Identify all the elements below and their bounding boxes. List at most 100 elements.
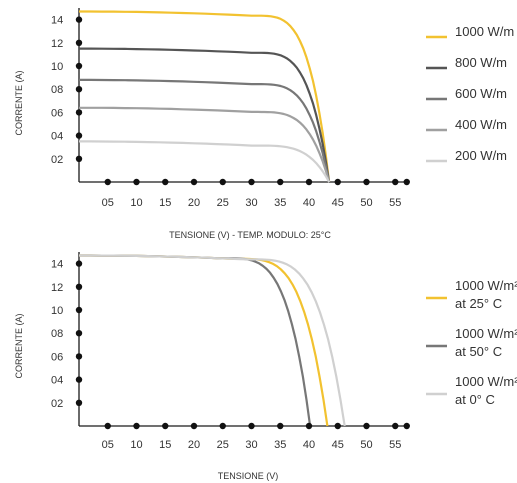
x-tick-dot	[248, 422, 255, 430]
legend-label-line1: 1000 W/m²	[455, 278, 517, 293]
y-tick-label: 06	[51, 351, 63, 363]
y-tick-label: 12	[51, 38, 63, 50]
y-tick-dot	[75, 283, 83, 290]
legend-label: 1000 W/m	[455, 24, 514, 39]
x-tick-dot	[133, 422, 140, 430]
x-tick-label: 45	[332, 197, 344, 209]
x-tick-dot	[305, 178, 313, 186]
y-tick-label: 08	[51, 328, 63, 340]
y-tick-label: 14	[51, 15, 63, 27]
x-tick-label: 55	[389, 439, 401, 451]
x-tick-label: 25	[217, 439, 229, 451]
y-tick-dot	[75, 376, 83, 383]
series-line-600-w-m	[79, 78, 331, 183]
x-tick-label: 50	[360, 197, 372, 209]
y-tick-dot	[75, 132, 83, 139]
y-tick-dot	[75, 109, 83, 116]
x-tick-label: 40	[303, 197, 315, 209]
y-tick-dot	[75, 86, 83, 93]
x-tick-label: 35	[274, 197, 286, 209]
y-tick-label: 04	[51, 375, 63, 387]
x-tick-label: 30	[245, 439, 257, 451]
y-axis-label: CORRENTE (A)	[14, 70, 24, 135]
y-tick-dot	[75, 306, 83, 314]
y-tick-dot	[75, 260, 83, 267]
x-tick-dot	[162, 422, 169, 430]
y-tick-label: 08	[51, 84, 63, 96]
series-line-800-w-m	[79, 47, 331, 183]
x-tick-dot	[104, 178, 111, 186]
x-axis-end-dot	[403, 178, 410, 186]
y-tick-label: 02	[51, 398, 63, 410]
y-tick-label: 10	[51, 305, 63, 317]
y-tick-dot	[75, 39, 83, 46]
x-tick-dot	[219, 178, 226, 186]
x-tick-dot	[219, 422, 226, 430]
y-tick-dot	[75, 330, 83, 337]
x-tick-label: 15	[159, 439, 171, 451]
y-tick-label: 10	[51, 61, 63, 73]
y-tick-label: 12	[51, 282, 63, 294]
x-tick-dot	[277, 422, 284, 430]
x-tick-dot	[392, 422, 399, 430]
legend-label-line2: at 50° C	[455, 344, 502, 359]
x-tick-dot	[334, 178, 341, 186]
x-axis-label: TENSIONE (V)	[218, 471, 279, 481]
y-tick-label: 06	[51, 107, 63, 119]
x-tick-dot	[363, 422, 370, 430]
y-tick-dot	[75, 399, 83, 406]
series-line-1000-w-m-at-0-c	[79, 254, 346, 427]
y-axis-label: CORRENTE (A)	[14, 313, 24, 378]
chart-2: 02 04 06 08 10 12 14 05 10 15 20 25 30 35 40 45 50 55 TENS…	[14, 252, 517, 481]
x-tick-label: 20	[188, 439, 200, 451]
x-tick-label: 55	[389, 197, 401, 209]
legend-label: 200 W/m	[455, 148, 507, 163]
legend-label: 600 W/m	[455, 86, 507, 101]
x-axis-end-dot	[403, 422, 410, 430]
y-tick-label: 04	[51, 131, 63, 143]
x-tick-dot	[104, 422, 111, 430]
x-tick-label: 30	[245, 197, 257, 209]
legend-label-line2: at 0° C	[455, 392, 495, 407]
series-line-1000-w-m-at-25-c	[79, 254, 329, 427]
y-tick-dot	[75, 62, 83, 70]
x-tick-label: 05	[102, 439, 114, 451]
x-tick-label: 45	[332, 439, 344, 451]
series-line-400-w-m	[79, 106, 331, 183]
x-tick-dot	[248, 178, 255, 186]
x-tick-dot	[133, 178, 140, 186]
y-tick-dot	[75, 16, 83, 23]
x-tick-label: 40	[303, 439, 315, 451]
y-tick-label: 02	[51, 154, 63, 166]
legend-label-line2: at 25° C	[455, 296, 502, 311]
legend-label: 800 W/m	[455, 55, 507, 70]
x-tick-label: 50	[360, 439, 372, 451]
x-axis-label: TENSIONE (V) - TEMP. MODULO: 25°C	[169, 230, 331, 240]
x-tick-label: 10	[130, 197, 142, 209]
series-line-1000-w-m	[79, 10, 331, 183]
legend-label: 400 W/m	[455, 117, 507, 132]
x-tick-dot	[162, 178, 169, 186]
y-tick-label: 14	[51, 259, 63, 271]
x-tick-label: 20	[188, 197, 200, 209]
series-line-200-w-m	[79, 140, 331, 183]
x-tick-label: 35	[274, 439, 286, 451]
x-tick-dot	[363, 178, 370, 186]
y-tick-dot	[75, 155, 83, 162]
x-tick-dot	[277, 178, 284, 186]
legend-label-line1: 1000 W/m²	[455, 374, 517, 389]
y-tick-dot	[75, 353, 83, 360]
x-tick-dot	[190, 422, 198, 430]
x-tick-dot	[305, 422, 313, 430]
x-tick-label: 25	[217, 197, 229, 209]
x-tick-dot	[392, 178, 399, 186]
x-tick-label: 15	[159, 197, 171, 209]
series-line-1000-w-m-at-50-c	[79, 254, 312, 427]
x-tick-label: 10	[130, 439, 142, 451]
legend-label-line1: 1000 W/m²	[455, 326, 517, 341]
x-tick-dot	[190, 178, 198, 186]
chart-1: 02 04 06 08 10 12 14 05 10 15 20 25 30 35 40 45 50 55 TENS…	[14, 8, 514, 240]
x-tick-label: 05	[102, 197, 114, 209]
x-tick-dot	[334, 422, 341, 430]
